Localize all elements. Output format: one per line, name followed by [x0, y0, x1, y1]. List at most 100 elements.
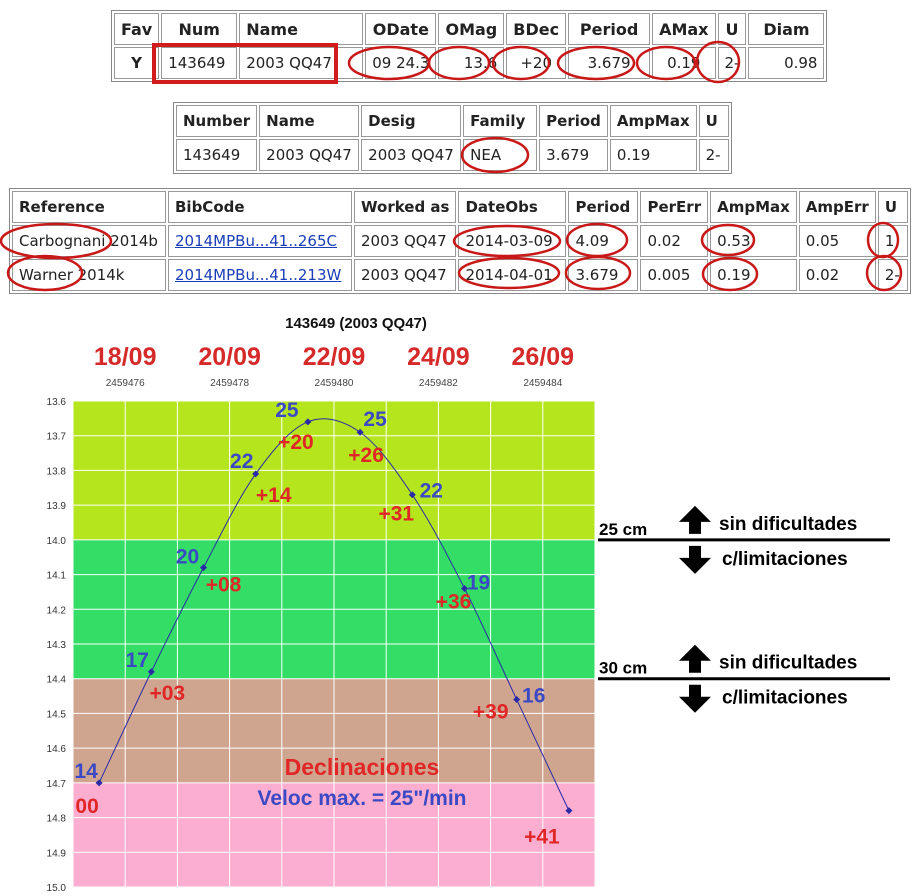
data-point	[356, 428, 364, 436]
x-axis: 18/09 2459476 20/09 2459478 22/09 2459480 24/0…	[94, 343, 574, 389]
y-tick-label: 14.0	[47, 536, 67, 547]
header-diam: Diam	[748, 13, 825, 45]
header-pererr: PerErr	[640, 191, 709, 223]
period-cell: 3.679	[539, 139, 608, 171]
limitaciones-label: c/limitaciones	[722, 688, 848, 709]
declination-label: +14	[256, 484, 292, 507]
aperture-label: 25 cm	[599, 520, 647, 539]
x-jd-label: 2459484	[523, 378, 562, 389]
header-name: Name	[259, 105, 360, 137]
declination-label: +36	[436, 590, 472, 613]
chart-title: 143649 (2003 QQ47)	[285, 315, 427, 332]
bibcode-link[interactable]: 2014MPBu...41..265C	[175, 232, 337, 250]
header-family: Family	[463, 105, 538, 137]
speed-label: 22	[230, 450, 253, 473]
header-period: Period	[539, 105, 608, 137]
magnitude-curve	[98, 418, 570, 811]
header-period: Period	[568, 191, 639, 223]
speed-label: 17	[126, 649, 149, 672]
x-jd-label: 2459476	[106, 378, 145, 389]
y-tick-label: 14.2	[47, 605, 67, 616]
declination-label: +31	[378, 503, 414, 526]
header-omag: OMag	[438, 13, 505, 45]
asteroid-info-table: Number Name Desig Family Period AmpMax U…	[173, 102, 732, 174]
speed-label: 25	[363, 408, 387, 431]
data-point	[95, 779, 103, 787]
declination-label: 00	[75, 795, 98, 818]
y-tick-label: 13.8	[47, 466, 67, 477]
speed-label: 22	[420, 480, 443, 503]
arrow-down-icon	[679, 545, 711, 574]
y-tick-label: 14.3	[47, 640, 67, 651]
name-cell: 2003 QQ47	[259, 139, 360, 171]
y-tick-label: 13.7	[47, 432, 67, 443]
x-date-label: 22/09	[303, 343, 366, 371]
diam-cell: 0.98	[748, 47, 825, 79]
telescope-limits: 25 cm sin dificultades c/limitaciones 30 cm…	[598, 505, 890, 713]
header-amax: AMax	[652, 13, 716, 45]
series-line	[95, 418, 573, 815]
declination-label: +26	[348, 444, 384, 467]
aperture-label: 30 cm	[599, 659, 647, 678]
speed-label: 14	[74, 760, 98, 783]
header-odate: ODate	[365, 13, 437, 45]
x-date-label: 26/09	[512, 343, 575, 371]
header-period: Period	[568, 13, 651, 45]
declination-label: +03	[149, 682, 185, 705]
declination-label: +39	[473, 701, 509, 724]
sin-dificultades-label: sin dificultades	[719, 514, 857, 535]
bibcode-cell[interactable]: 2014MPBu...41..265C	[168, 225, 352, 257]
header-worked-as: Worked as	[354, 191, 457, 223]
references-header-row: Reference BibCode Worked as DateObs Peri…	[12, 191, 908, 223]
header-number: Number	[176, 105, 258, 137]
x-jd-label: 2459480	[315, 378, 354, 389]
x-jd-label: 2459482	[419, 378, 458, 389]
declination-label: +20	[278, 431, 314, 454]
table-row: 143649 2003 QQ47 2003 QQ47 NEA 3.679 0.1…	[176, 139, 729, 171]
y-tick-label: 14.4	[47, 675, 67, 686]
header-ampmax: AmpMax	[710, 191, 797, 223]
veloc-max-label: Veloc max. = 25"/min	[258, 787, 467, 810]
header-bibcode: BibCode	[168, 191, 352, 223]
header-reference: Reference	[12, 191, 166, 223]
data-point	[408, 491, 416, 499]
arrow-up-icon	[679, 644, 711, 673]
speed-label: 20	[176, 546, 199, 569]
bibcode-link[interactable]: 2014MPBu...41..213W	[175, 266, 342, 284]
speed-label: 19	[467, 571, 490, 594]
number-cell: 143649	[176, 139, 258, 171]
speed-label: 25	[275, 399, 299, 422]
bibcode-cell[interactable]: 2014MPBu...41..213W	[168, 259, 352, 291]
data-point	[513, 696, 521, 704]
x-date-label: 18/09	[94, 343, 157, 371]
y-axis: 13.6 13.7 13.8 13.9 14.0 14.1 14.2 14.3 14.4 14.5…	[47, 397, 67, 894]
data-point	[304, 418, 312, 426]
y-tick-label: 13.6	[47, 397, 67, 408]
y-tick-label: 15.0	[47, 883, 67, 894]
asteroid-header-row: Number Name Desig Family Period AmpMax U	[176, 105, 729, 137]
y-tick-label: 14.9	[47, 848, 67, 859]
x-jd-label: 2459478	[210, 378, 249, 389]
ampmax-cell: 0.19	[609, 139, 697, 171]
declinaciones-label: Declinaciones	[285, 754, 440, 780]
y-tick-label: 14.7	[47, 779, 67, 790]
y-tick-label: 14.6	[47, 744, 67, 755]
data-point	[147, 668, 155, 676]
y-tick-label: 14.8	[47, 814, 67, 825]
header-u: U	[698, 105, 729, 137]
header-amperr: AmpErr	[798, 191, 876, 223]
header-fav: Fav	[114, 13, 160, 45]
sin-dificultades-label: sin dificultades	[719, 653, 857, 674]
data-point	[461, 584, 468, 592]
data-point	[200, 564, 207, 572]
worked-as-cell: 2003 QQ47	[354, 259, 457, 291]
u-cell: 2-	[698, 139, 729, 171]
declination-label: +41	[524, 826, 560, 849]
header-ampmax: AmpMax	[609, 105, 697, 137]
header-bdec: BDec	[506, 13, 567, 45]
arrow-up-icon	[679, 505, 711, 534]
limitaciones-label: c/limitaciones	[722, 549, 848, 570]
header-desig: Desig	[361, 105, 462, 137]
data-point	[565, 807, 573, 815]
